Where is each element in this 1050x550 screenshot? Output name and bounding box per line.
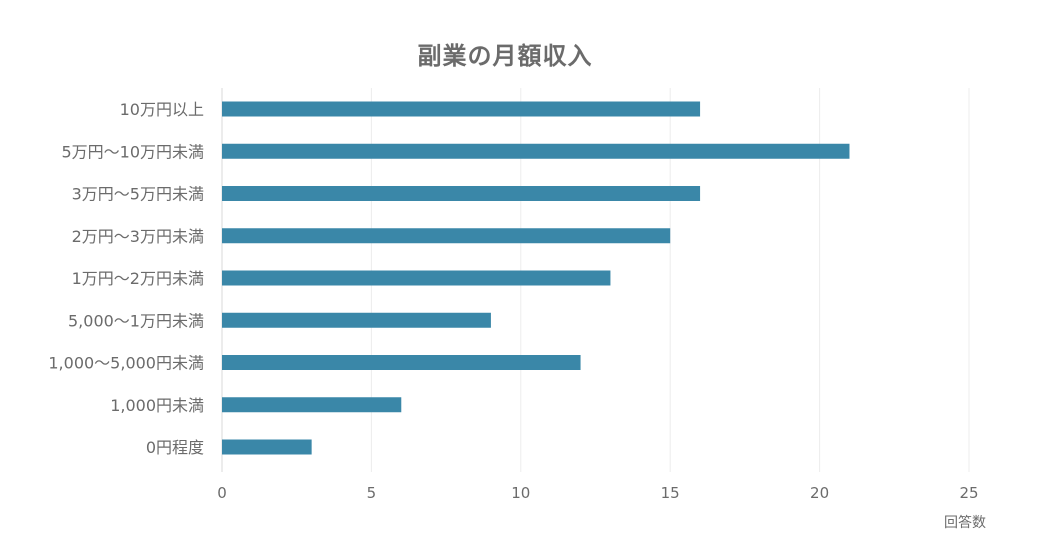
- chart-title: 副業の月額収入: [417, 42, 593, 70]
- category-labels: 10万円以上 5万円〜10万円未満 3万円〜5万円未満 2万円〜3万円未満 1万円〜2万…: [48, 100, 204, 457]
- x-tick-label: 5: [367, 484, 377, 502]
- bar: [222, 312, 491, 328]
- bar: [222, 143, 850, 159]
- category-label: 5,000〜1万円未満: [68, 311, 204, 330]
- bar: [222, 397, 402, 413]
- category-label: 2万円〜3万円未満: [72, 227, 204, 246]
- x-tick-label: 0: [217, 484, 227, 502]
- bar: [222, 355, 581, 370]
- x-tick-labels: 0 5 10 15 20 25: [217, 484, 978, 502]
- x-tick-label: 20: [810, 484, 829, 502]
- category-label: 5万円〜10万円未満: [61, 142, 204, 161]
- x-tick-label: 25: [959, 484, 978, 502]
- category-label: 10万円以上: [120, 100, 204, 119]
- bar: [222, 101, 701, 117]
- bar: [222, 270, 611, 286]
- category-label: 1,000〜5,000円未満: [48, 354, 204, 373]
- bars: [222, 101, 850, 455]
- category-label: 1,000円未満: [110, 396, 204, 415]
- x-tick-label: 15: [661, 484, 680, 502]
- category-label: 0円程度: [146, 438, 204, 457]
- category-label: 3万円〜5万円未満: [72, 185, 204, 204]
- bar: [222, 186, 701, 201]
- bar: [222, 228, 671, 244]
- category-label: 1万円〜2万円未満: [72, 269, 204, 288]
- x-tick-label: 10: [511, 484, 530, 502]
- x-axis-title: 回答数: [944, 514, 986, 531]
- bar: [222, 439, 312, 455]
